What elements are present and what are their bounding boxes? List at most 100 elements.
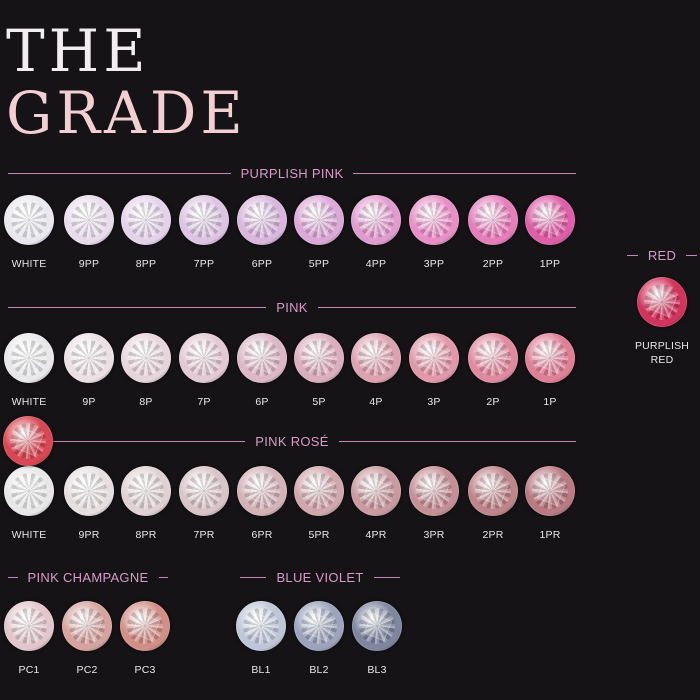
gem-label: 9P (82, 396, 96, 408)
section-header-pink-rose: PINK ROSÉ (8, 432, 576, 450)
gem-label: 9PR (78, 529, 100, 541)
divider-line (8, 306, 267, 308)
section-label: BLUE VIOLET (276, 569, 364, 585)
gem-label: WHITE (11, 529, 47, 541)
gem-swatch (409, 466, 459, 516)
gem-item: 4P (348, 333, 404, 409)
gem-swatch (294, 195, 344, 245)
gem-label: 1PR (539, 529, 561, 541)
gem-swatch (525, 195, 575, 245)
gem-label: RED (16, 479, 40, 491)
gem-swatch (294, 466, 344, 516)
divider-line (627, 254, 638, 256)
gem-label: BL1 (251, 664, 271, 676)
gem-label: 6P (255, 396, 269, 408)
gem-label: 4PP (365, 258, 387, 270)
gem-swatch (179, 466, 229, 516)
gem-swatch (4, 195, 54, 245)
gem-item: 7P (176, 333, 232, 409)
gem-item: PC3 (117, 601, 173, 677)
section-header-pink-champagne: PINK CHAMPAGNE (8, 568, 169, 586)
title-line-1: THE (6, 17, 150, 85)
gem-item: 3PP (406, 195, 462, 271)
divider-line (353, 172, 576, 174)
gem-swatch (468, 195, 518, 245)
gem-item: PC1 (1, 601, 57, 677)
gem-label: 8PR (135, 529, 157, 541)
divider-line (8, 440, 246, 442)
gem-label: WHITE (11, 396, 47, 408)
gem-label: 4P (369, 396, 383, 408)
gem-swatch (637, 277, 687, 327)
section-header-pink: PINK (8, 298, 577, 316)
gem-swatch (64, 195, 114, 245)
gem-swatch (120, 601, 170, 651)
gem-label: 9PP (78, 258, 100, 270)
gem-label: 7P (197, 396, 211, 408)
gem-item: BL3 (349, 601, 405, 677)
gem-label: 1PP (539, 258, 561, 270)
gem-item: 2PR (465, 466, 521, 542)
gem-item: WHITE (1, 195, 57, 271)
gem-swatch (351, 333, 401, 383)
divider-line (8, 576, 18, 578)
gem-label: BL2 (309, 664, 329, 676)
gem-label: 8P (139, 396, 153, 408)
section-label: PINK CHAMPAGNE (27, 569, 149, 585)
gem-item: PURPLISH RED (634, 277, 690, 367)
gem-swatch (237, 195, 287, 245)
section-header-red: RED (627, 246, 698, 264)
gem-swatch (409, 333, 459, 383)
gem-item: 3P (406, 333, 462, 409)
gem-label: 6PP (251, 258, 273, 270)
gem-swatch (64, 333, 114, 383)
gem-label: 8PP (135, 258, 157, 270)
gem-swatch (121, 333, 171, 383)
section-label: RED (647, 247, 677, 263)
gem-item: 5PR (291, 466, 347, 542)
gem-swatch (121, 466, 171, 516)
gem-item: 6PR (234, 466, 290, 542)
gem-swatch (64, 466, 114, 516)
gem-item: BL2 (291, 601, 347, 677)
gem-item: 7PP (176, 195, 232, 271)
gem-swatch (179, 333, 229, 383)
gem-swatch (4, 333, 54, 383)
gem-label: WHITE (11, 258, 47, 270)
gem-label: 5P (312, 396, 326, 408)
gem-label: 2PP (482, 258, 504, 270)
gem-item: 9P (61, 333, 117, 409)
gem-swatch (237, 466, 287, 516)
gem-item: 1PR (522, 466, 578, 542)
gem-item: 6P (234, 333, 290, 409)
gem-item: 1PP (522, 195, 578, 271)
gem-item: PC2 (59, 601, 115, 677)
gem-label: 1P (543, 396, 557, 408)
gem-swatch (121, 195, 171, 245)
gem-swatch (468, 466, 518, 516)
gem-label: BL3 (367, 664, 387, 676)
gem-swatch (525, 333, 575, 383)
gem-item: 2P (465, 333, 521, 409)
gem-item: 6PP (234, 195, 290, 271)
gem-label: PC2 (76, 664, 98, 676)
divider-line (338, 440, 576, 442)
gem-swatch (179, 195, 229, 245)
gem-label: PC1 (18, 664, 40, 676)
divider-line (317, 306, 577, 308)
gem-swatch (3, 416, 53, 466)
gem-label: PURPLISH RED (634, 340, 690, 367)
gem-label: 3PP (423, 258, 445, 270)
gem-item: RED (0, 416, 56, 492)
gem-item: WHITE (1, 333, 57, 409)
gem-item: 3PR (406, 466, 462, 542)
gem-swatch (4, 466, 54, 516)
divider-line (373, 576, 401, 578)
gem-swatch (468, 333, 518, 383)
gem-item: 5P (291, 333, 347, 409)
gem-swatch (236, 601, 286, 651)
divider-line (8, 172, 231, 174)
gem-label: 2P (486, 396, 500, 408)
gem-swatch (4, 601, 54, 651)
gem-swatch (351, 466, 401, 516)
